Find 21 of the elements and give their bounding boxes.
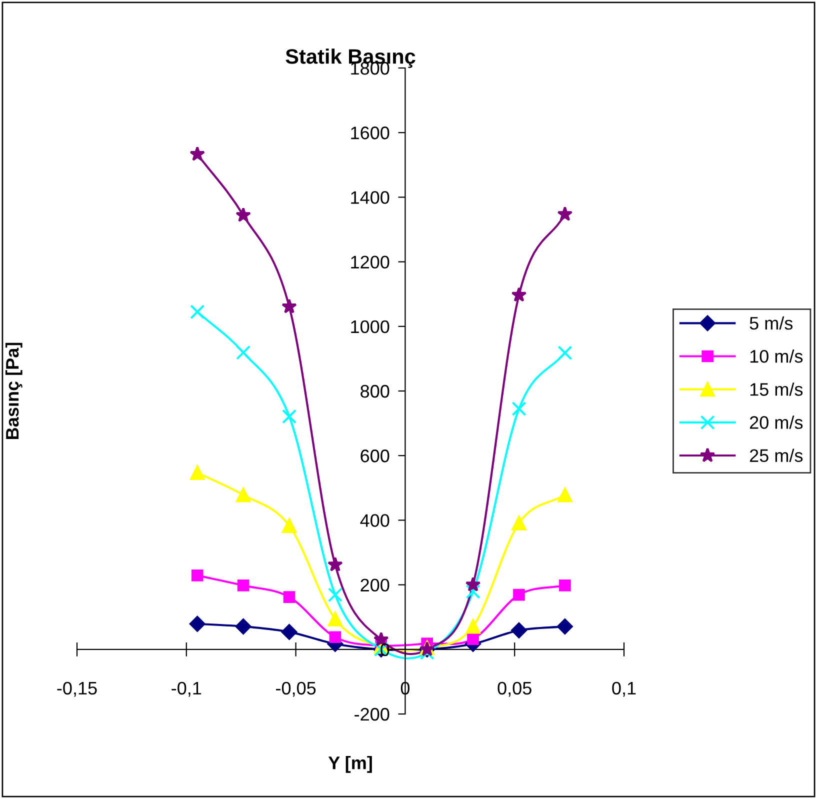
y-tick-label: 600 [360,450,390,462]
y-tick-label: 1200 [351,256,390,269]
legend-label: 10 m/s [750,350,803,363]
legend-label: 15 m/s [750,382,803,396]
legend-label: 20 m/s [750,416,803,429]
y-axis-title: Basınç [Pa] [5,342,22,439]
y-tick-label: -200 [354,708,390,721]
x-tick-label: -0,15 [57,682,97,697]
x-axis-title: Y [m] [328,756,372,773]
legend-label: 25 m/s [750,448,803,462]
y-tick-label: 200 [360,578,390,592]
x-tick-label: -0,05 [276,682,316,697]
y-tick-label: 800 [360,384,390,398]
y-tick-label: 400 [360,514,390,527]
x-tick-label: 0,05 [498,682,532,697]
y-tick-label: 1600 [351,126,390,140]
legend-label: 5 m/s [750,316,793,330]
x-tick-label: -0,1 [172,682,202,697]
y-tick-label: 1400 [351,191,390,204]
y-tick-label: 1000 [351,320,390,334]
x-tick-label: 0,1 [612,682,636,697]
